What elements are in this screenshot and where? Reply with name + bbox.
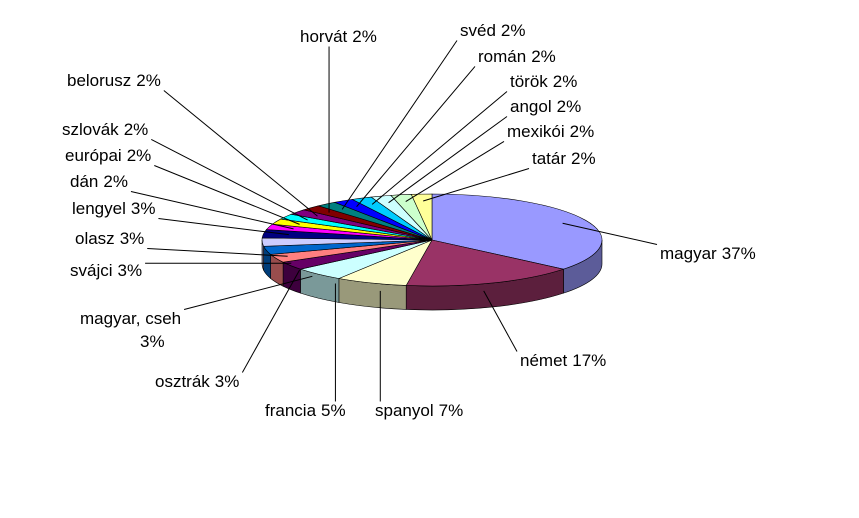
label-value: 3% bbox=[131, 199, 156, 218]
data-label: angol 2% bbox=[510, 97, 581, 116]
leader-line bbox=[154, 165, 300, 225]
label-value: 2% bbox=[124, 120, 149, 139]
data-label: szlovák 2% bbox=[62, 120, 148, 139]
label-value: 2% bbox=[352, 27, 377, 46]
leader-line bbox=[130, 190, 294, 230]
label-category: török bbox=[510, 72, 548, 91]
data-label: európai 2% bbox=[65, 146, 151, 165]
label-value: 3% bbox=[140, 332, 165, 351]
label-value: 7% bbox=[439, 401, 464, 420]
leader-line bbox=[405, 141, 505, 202]
data-label: francia 5% bbox=[265, 401, 346, 420]
label-category: svéd bbox=[460, 21, 496, 40]
label-category: belorusz bbox=[67, 71, 131, 90]
data-label: lengyel 3% bbox=[72, 199, 155, 218]
label-value: 3% bbox=[215, 372, 240, 391]
pie-tops bbox=[261, 193, 603, 287]
label-value: 2% bbox=[136, 71, 161, 90]
label-value: 3% bbox=[120, 229, 145, 248]
pie-slice bbox=[410, 193, 433, 241]
label-category: szlovák bbox=[62, 120, 119, 139]
label-category: angol bbox=[510, 97, 552, 116]
leader-line bbox=[562, 222, 658, 245]
data-label: mexikói 2% bbox=[507, 122, 594, 141]
pie-slice bbox=[431, 193, 603, 270]
leader-line bbox=[183, 275, 313, 310]
leader-line bbox=[241, 269, 301, 373]
label-category: olasz bbox=[75, 229, 115, 248]
label-category: osztrák bbox=[155, 372, 210, 391]
data-label: magyar, cseh 3% bbox=[80, 309, 181, 351]
label-value: 37% bbox=[722, 244, 756, 263]
label-value: 17% bbox=[572, 351, 606, 370]
leader-line bbox=[483, 290, 518, 352]
label-category: francia bbox=[265, 401, 317, 420]
label-category: tatár bbox=[532, 149, 566, 168]
data-label: horvát 2% bbox=[300, 27, 377, 46]
leader-line bbox=[147, 247, 288, 257]
label-category: spanyol bbox=[375, 401, 434, 420]
label-value: 2% bbox=[501, 21, 526, 40]
label-category: dán bbox=[70, 172, 98, 191]
leader-line bbox=[151, 139, 308, 221]
label-category: horvát bbox=[300, 27, 348, 46]
label-category: német bbox=[520, 351, 568, 370]
label-category: mexikói bbox=[507, 122, 565, 141]
leader-line bbox=[158, 217, 289, 236]
data-label: svájci 3% bbox=[70, 261, 142, 280]
leader-line bbox=[356, 66, 476, 207]
label-value: 2% bbox=[531, 47, 556, 66]
label-value: 2% bbox=[570, 122, 595, 141]
data-label: magyar 37% bbox=[660, 244, 756, 263]
label-value: 3% bbox=[118, 261, 143, 280]
leader-line bbox=[388, 116, 508, 204]
label-category: magyar, cseh bbox=[80, 309, 181, 328]
leader-line bbox=[341, 40, 458, 210]
label-value: 2% bbox=[127, 146, 152, 165]
data-label: román 2% bbox=[478, 47, 556, 66]
label-value: 2% bbox=[557, 97, 582, 116]
data-label: török 2% bbox=[510, 72, 577, 91]
label-category: lengyel bbox=[72, 199, 126, 218]
label-value: 2% bbox=[103, 172, 128, 191]
data-label: dán 2% bbox=[70, 172, 128, 191]
label-category: magyar bbox=[660, 244, 717, 263]
data-label: svéd 2% bbox=[460, 21, 526, 40]
label-value: 2% bbox=[571, 149, 596, 168]
pie-walls bbox=[261, 239, 603, 311]
data-label: tatár 2% bbox=[532, 149, 596, 168]
label-category: európai bbox=[65, 146, 122, 165]
label-value: 2% bbox=[553, 72, 578, 91]
label-value: 5% bbox=[321, 401, 346, 420]
data-label: osztrák 3% bbox=[155, 372, 239, 391]
data-label: olasz 3% bbox=[75, 229, 144, 248]
label-category: svájci bbox=[70, 261, 113, 280]
pie-slice bbox=[405, 239, 565, 287]
leader-line bbox=[423, 168, 530, 202]
data-label: német 17% bbox=[520, 351, 606, 370]
data-label: belorusz 2% bbox=[67, 71, 161, 90]
leader-line bbox=[371, 91, 508, 205]
leader-line bbox=[163, 90, 318, 217]
label-category: román bbox=[478, 47, 526, 66]
data-label: spanyol 7% bbox=[375, 401, 463, 420]
